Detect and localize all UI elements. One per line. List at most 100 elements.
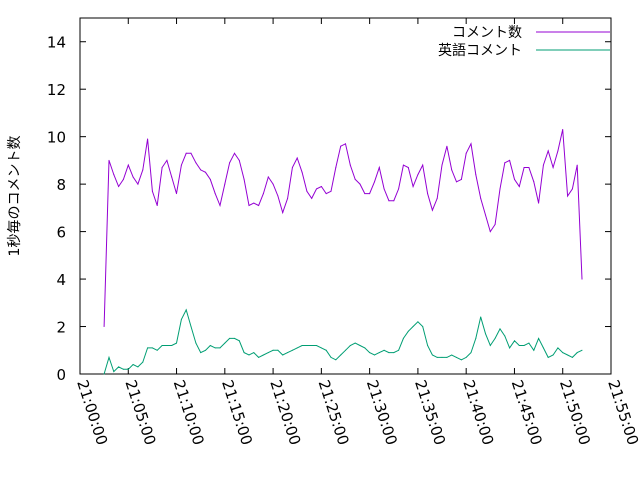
data-point — [205, 349, 206, 351]
data-point — [480, 316, 482, 318]
data-point — [108, 159, 110, 161]
data-point — [127, 368, 129, 370]
data-point — [248, 205, 250, 206]
data-point — [320, 186, 322, 187]
data-point — [200, 169, 202, 171]
data-point — [234, 337, 235, 339]
data-point — [180, 318, 182, 320]
y-tick-labels: 0 2 4 6 8 10 12 14 — [47, 34, 66, 384]
data-point — [542, 164, 544, 166]
data-point — [460, 359, 462, 361]
data-point — [431, 209, 433, 211]
data-point — [137, 183, 139, 185]
data-point — [581, 349, 583, 351]
data-point — [489, 231, 491, 233]
data-point — [441, 356, 443, 358]
data-point — [562, 352, 564, 354]
data-point — [528, 342, 530, 344]
data-point — [533, 181, 535, 183]
series-line-0 — [103, 129, 583, 327]
data-point — [359, 183, 361, 185]
data-point — [514, 178, 515, 180]
data-point — [509, 159, 511, 161]
data-point — [180, 164, 182, 166]
data-point — [325, 193, 327, 195]
data-point — [427, 345, 429, 346]
data-point — [142, 361, 144, 363]
data-point — [393, 200, 395, 202]
data-point — [489, 345, 491, 346]
data-point — [547, 150, 549, 152]
data-point — [224, 183, 226, 185]
data-point — [176, 342, 177, 344]
data-point — [316, 188, 317, 190]
data-point — [301, 171, 303, 173]
data-point — [122, 178, 124, 180]
data-point — [557, 347, 559, 349]
data-point — [234, 152, 235, 154]
x-tick-label: 21:45:00 — [508, 378, 546, 448]
series-line-1 — [103, 308, 583, 375]
data-point — [407, 167, 409, 168]
series-lines — [103, 129, 583, 375]
y-tick-label: 10 — [47, 129, 66, 147]
data-point — [456, 181, 457, 183]
data-point — [301, 345, 303, 346]
data-point — [311, 197, 313, 199]
data-point — [190, 152, 192, 154]
data-point — [287, 352, 289, 354]
data-point — [349, 164, 351, 166]
data-point — [514, 340, 515, 342]
data-point — [456, 356, 457, 358]
data-point — [475, 337, 477, 339]
data-point — [494, 337, 496, 339]
data-point — [190, 326, 192, 327]
data-point — [176, 193, 177, 195]
data-point — [417, 174, 419, 176]
data-point — [369, 193, 371, 195]
data-point — [422, 326, 424, 327]
data-point — [253, 352, 255, 354]
data-point — [306, 345, 308, 346]
data-point — [137, 366, 139, 368]
data-point — [354, 342, 356, 344]
data-point — [306, 190, 308, 192]
data-point — [470, 143, 472, 145]
data-point — [571, 356, 573, 358]
data-point — [118, 366, 120, 368]
data-point — [291, 167, 293, 168]
data-point — [229, 337, 231, 339]
x-tick-label: 21:15:00 — [218, 378, 256, 448]
data-point — [185, 309, 187, 311]
data-point — [103, 326, 105, 327]
data-point — [296, 157, 298, 159]
data-point — [359, 345, 361, 346]
data-point — [571, 188, 573, 190]
data-point — [533, 349, 535, 351]
data-point — [122, 368, 124, 370]
data-point — [311, 345, 313, 346]
data-point — [499, 188, 501, 190]
data-point — [528, 167, 530, 168]
data-point — [296, 347, 298, 349]
data-point — [422, 164, 424, 166]
data-point — [127, 164, 129, 166]
data-point — [499, 328, 501, 330]
plot-frame — [79, 17, 612, 375]
x-tick-label: 21:05:00 — [121, 378, 159, 448]
data-point — [229, 162, 231, 164]
data-point — [518, 345, 520, 346]
data-point — [277, 349, 279, 351]
data-point — [132, 176, 134, 178]
data-point — [224, 342, 226, 344]
data-point — [436, 197, 438, 199]
data-point — [243, 178, 245, 180]
data-point — [576, 352, 578, 354]
x-tick-label: 21:25:00 — [315, 378, 353, 448]
data-point — [205, 171, 206, 173]
data-point — [436, 356, 438, 358]
data-point — [475, 174, 477, 176]
data-point — [562, 129, 564, 130]
data-point — [171, 176, 173, 178]
data-point — [378, 352, 380, 354]
